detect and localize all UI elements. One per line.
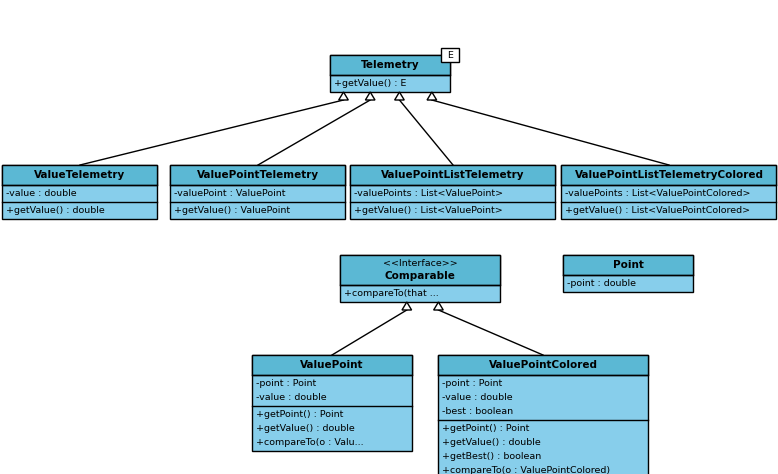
Bar (2, 165, 157, 185)
Bar (562, 165, 776, 185)
Text: E: E (447, 51, 453, 60)
Text: +getBest() : boolean: +getBest() : boolean (442, 452, 541, 461)
Bar (563, 255, 693, 275)
Text: ValuePointTelemetry: ValuePointTelemetry (197, 170, 319, 180)
Text: -valuePoints : List<ValuePoint>: -valuePoints : List<ValuePoint> (355, 189, 503, 198)
Text: +getValue() : double: +getValue() : double (442, 438, 541, 447)
Text: -valuePoints : List<ValuePointColored>: -valuePoints : List<ValuePointColored> (566, 189, 751, 198)
Text: +compareTo(o : Valu...: +compareTo(o : Valu... (256, 438, 363, 447)
Bar (563, 255, 693, 292)
Text: +getValue() : List<ValuePoint>: +getValue() : List<ValuePoint> (355, 206, 503, 215)
Bar (351, 165, 555, 219)
Text: ValuePointListTelemetryColored: ValuePointListTelemetryColored (574, 170, 763, 180)
Polygon shape (402, 302, 412, 310)
Polygon shape (427, 92, 436, 100)
Polygon shape (338, 92, 349, 100)
Bar (441, 48, 459, 62)
Text: +getValue() : ValuePoint: +getValue() : ValuePoint (174, 206, 291, 215)
Text: -point : Point: -point : Point (256, 379, 316, 388)
Bar (351, 165, 555, 185)
Bar (340, 255, 500, 302)
Bar (252, 355, 412, 375)
Bar (438, 355, 648, 375)
Text: Point: Point (612, 260, 643, 270)
Text: -value : double: -value : double (442, 393, 513, 402)
Text: -value : double: -value : double (256, 393, 327, 402)
Bar (252, 355, 412, 451)
Text: +getValue() : double: +getValue() : double (256, 424, 355, 433)
Bar (562, 165, 776, 219)
Polygon shape (394, 92, 405, 100)
Polygon shape (433, 302, 443, 310)
Text: <<Interface>>: <<Interface>> (383, 259, 457, 268)
Text: -point : double: -point : double (567, 279, 636, 288)
Text: ValuePointListTelemetry: ValuePointListTelemetry (381, 170, 524, 180)
Text: -value : double: -value : double (6, 189, 77, 198)
Bar (438, 355, 648, 474)
Text: Telemetry: Telemetry (361, 60, 419, 70)
Text: ValuePoint: ValuePoint (300, 360, 364, 370)
Text: +getPoint() : Point: +getPoint() : Point (256, 410, 343, 419)
Text: +compareTo(o : ValuePointColored): +compareTo(o : ValuePointColored) (442, 466, 610, 474)
Text: +getValue() : double: +getValue() : double (6, 206, 105, 215)
Text: -best : boolean: -best : boolean (442, 407, 513, 416)
Bar (340, 255, 500, 285)
Bar (330, 55, 450, 75)
Text: +compareTo(that ...: +compareTo(that ... (344, 289, 439, 298)
Bar (170, 165, 345, 219)
Bar (330, 55, 450, 92)
Text: ValueTelemetry: ValueTelemetry (34, 170, 125, 180)
Polygon shape (366, 92, 375, 100)
Text: Comparable: Comparable (384, 271, 455, 281)
Text: +getValue() : List<ValuePointColored>: +getValue() : List<ValuePointColored> (566, 206, 751, 215)
Text: -point : Point: -point : Point (442, 379, 503, 388)
Bar (170, 165, 345, 185)
Text: -valuePoint : ValuePoint: -valuePoint : ValuePoint (174, 189, 286, 198)
Text: ValuePointColored: ValuePointColored (489, 360, 598, 370)
Text: +getValue() : E: +getValue() : E (334, 79, 406, 88)
Text: +getPoint() : Point: +getPoint() : Point (442, 424, 529, 433)
Bar (2, 165, 157, 219)
